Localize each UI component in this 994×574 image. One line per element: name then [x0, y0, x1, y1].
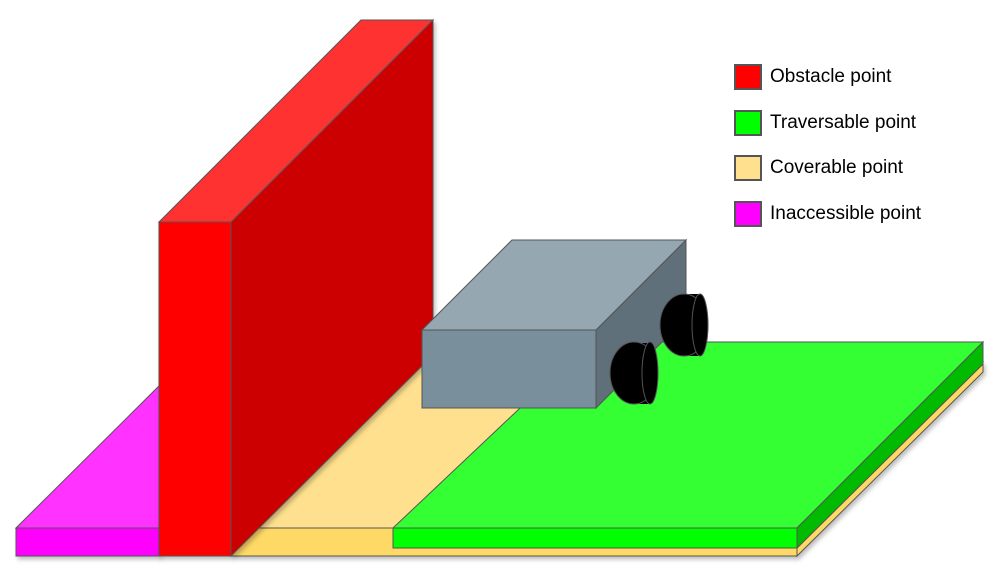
legend-swatch-obstacle	[734, 64, 762, 90]
legend: Obstacle point Traversable point Coverab…	[734, 62, 974, 245]
traversable-slab-front	[392, 527, 798, 549]
robot-wheel-rear	[659, 293, 709, 357]
legend-item-coverable: Coverable point	[734, 153, 974, 183]
legend-swatch-traversable	[734, 110, 762, 136]
robot-front	[421, 329, 597, 409]
legend-item-inaccessible: Inaccessible point	[734, 199, 974, 229]
legend-swatch-inaccessible	[734, 201, 762, 227]
inaccessible-slab-front	[15, 527, 161, 557]
legend-label-traversable: Traversable point	[770, 112, 917, 133]
inaccessible-slab-top	[14, 378, 166, 529]
legend-label-inaccessible: Inaccessible point	[770, 203, 922, 224]
legend-swatch-coverable	[734, 155, 762, 181]
legend-label-coverable: Coverable point	[770, 157, 904, 178]
legend-label-obstacle: Obstacle point	[770, 66, 892, 87]
obstacle-wall	[157, 18, 435, 558]
inaccessible-slab	[14, 378, 166, 557]
obstacle-wall-front	[158, 221, 232, 557]
traversable-slab-side	[796, 340, 984, 550]
legend-item-obstacle: Obstacle point	[734, 62, 974, 92]
robot	[420, 238, 709, 410]
legend-item-traversable: Traversable point	[734, 108, 974, 138]
robot-wheel-front	[609, 341, 659, 405]
